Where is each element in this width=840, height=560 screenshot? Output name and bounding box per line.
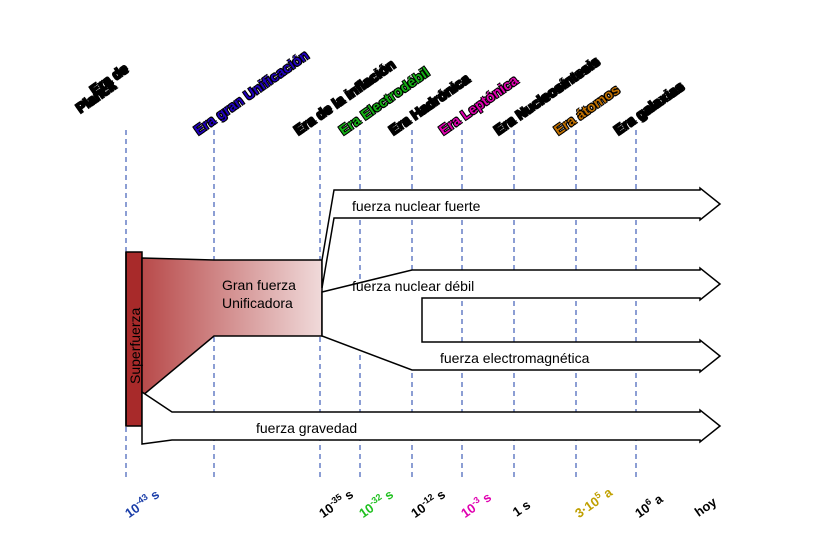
forces-diagram [0,0,840,560]
